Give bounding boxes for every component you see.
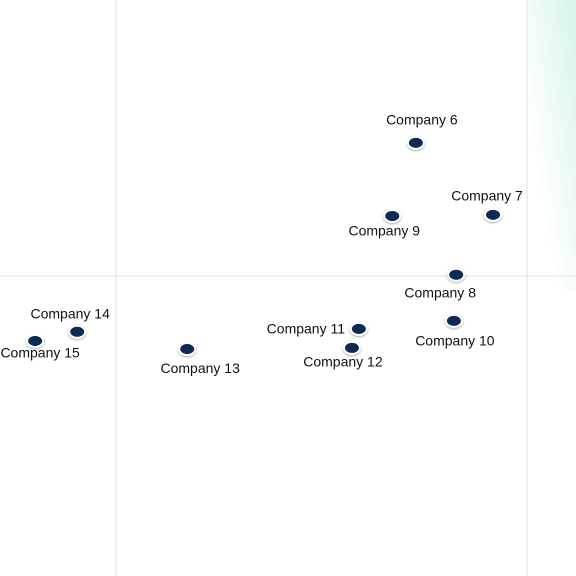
- point-label: Company 9: [348, 223, 420, 239]
- plot: Company 6 Company 7 Company 9 Company 8 Comp…: [0, 112, 523, 376]
- point-label: Company 14: [30, 305, 110, 321]
- data-point: [68, 324, 87, 339]
- data-point: [178, 342, 197, 357]
- point-label: Company 10: [415, 333, 495, 349]
- data-point: [342, 340, 361, 355]
- point-label: Company 15: [0, 345, 80, 361]
- point-label: Company 12: [303, 354, 383, 370]
- data-point: [349, 321, 368, 336]
- point-label: Company 6: [386, 112, 458, 128]
- point-label: Company 13: [161, 360, 241, 376]
- data-point: [447, 267, 466, 282]
- point-label: Company 11: [267, 321, 346, 337]
- point-label: Company 7: [451, 188, 523, 204]
- point-label: Company 8: [404, 284, 476, 300]
- quadrant-shade: [527, 0, 576, 290]
- data-point: [484, 207, 503, 222]
- data-point: [444, 313, 463, 328]
- data-point: [383, 209, 402, 223]
- data-point: [406, 135, 425, 150]
- data-point: [26, 333, 45, 348]
